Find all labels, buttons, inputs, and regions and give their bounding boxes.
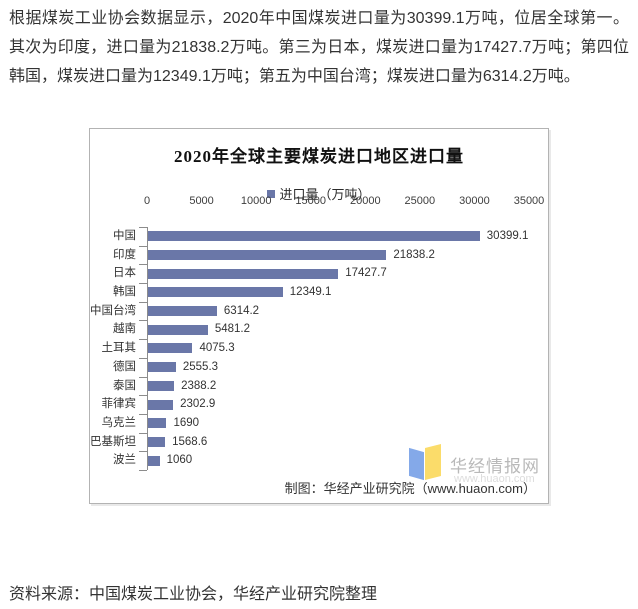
value-label: 2302.9 xyxy=(180,398,216,411)
value-label: 2555.3 xyxy=(182,360,219,373)
bar xyxy=(148,250,387,261)
category-label: 韩国 xyxy=(113,286,136,299)
category-axis-tick-mark xyxy=(139,320,147,322)
value-label: 1568.6 xyxy=(172,435,208,448)
category-label: 中国台湾 xyxy=(90,304,136,317)
bar xyxy=(148,418,167,429)
category-axis-tick-mark xyxy=(139,283,147,285)
chart-legend: 进口量（万吨） xyxy=(90,184,548,203)
legend-marker-icon xyxy=(267,189,276,198)
x-axis-tick-label: 35000 xyxy=(513,195,545,207)
x-axis-tick-label: 20000 xyxy=(349,195,381,207)
legend-label: 进口量（万吨） xyxy=(279,187,371,202)
category-label: 泰国 xyxy=(113,379,136,392)
x-axis-tick-label: 10000 xyxy=(240,195,272,207)
category-label: 印度 xyxy=(113,248,136,261)
category-label: 中国 xyxy=(113,230,136,242)
value-label: 12349.1 xyxy=(289,286,332,299)
category-axis-tick-mark xyxy=(139,301,147,303)
category-label: 波兰 xyxy=(113,454,136,467)
value-label: 21838.2 xyxy=(393,248,435,261)
bar xyxy=(148,436,166,447)
category-axis-tick-mark xyxy=(139,395,147,397)
source-note: 资料来源：中国煤炭工业协会，华经产业研究院整理 xyxy=(9,586,378,603)
bar xyxy=(148,306,217,317)
bar xyxy=(148,343,193,354)
plot-area: 0 5000 10000 15000 20000 25000 30000 35000 中国 303… xyxy=(90,129,548,503)
value-label: 1690 xyxy=(173,416,200,429)
category-axis-tick-mark xyxy=(139,432,147,434)
category-axis-tick-mark xyxy=(139,245,147,247)
chart-credit: 制图：华经产业研究院（www.huaon.com） xyxy=(284,481,536,496)
bar xyxy=(148,324,208,335)
category-axis-tick-mark xyxy=(139,376,147,378)
category-label: 日本 xyxy=(113,267,136,280)
x-axis-tick-label: 5000 xyxy=(189,195,214,207)
bar xyxy=(148,287,283,298)
value-label: 17427.7 xyxy=(345,267,387,280)
category-axis-tick-mark xyxy=(139,339,147,341)
value-label: 6314.2 xyxy=(223,304,260,317)
bar xyxy=(148,268,339,279)
bar xyxy=(148,380,175,391)
value-label: 30399.1 xyxy=(486,230,529,242)
x-axis-tick-label: 30000 xyxy=(459,195,490,207)
category-axis-tick-mark xyxy=(139,469,147,471)
category-label: 越南 xyxy=(113,323,136,336)
watermark-brand: 华经情报网 xyxy=(450,457,540,476)
category-label: 巴基斯坦 xyxy=(90,435,136,448)
category-axis-tick-mark xyxy=(139,413,147,415)
x-axis-tick-label: 15000 xyxy=(295,195,326,207)
category-label: 德国 xyxy=(113,360,136,373)
value-label: 5481.2 xyxy=(214,323,250,336)
category-label: 乌克兰 xyxy=(101,416,137,429)
category-axis-tick-mark xyxy=(139,451,147,453)
intro-paragraph: 根据煤炭工业协会数据显示，2020年中国煤炭进口量为30399.1万吨，位居全球… xyxy=(9,10,629,85)
bar xyxy=(148,399,174,410)
x-axis-tick-label: 0 xyxy=(143,195,151,207)
category-axis-tick-mark xyxy=(139,264,147,266)
category-label: 土耳其 xyxy=(101,342,137,355)
value-label: 2388.2 xyxy=(181,379,217,392)
bar xyxy=(148,231,480,242)
value-label: 4075.3 xyxy=(199,342,235,355)
category-axis-tick-mark xyxy=(139,357,147,359)
watermark-url: www.huaon.com xyxy=(454,473,535,485)
chart-title: 2020年全球主要煤炭进口地区进口量 xyxy=(174,147,464,166)
category-axis-line xyxy=(147,227,148,470)
bar xyxy=(148,362,176,373)
coal-import-chart: 2020年全球主要煤炭进口地区进口量 进口量（万吨） 0 5000 10000 150… xyxy=(89,128,549,504)
x-axis-tick-label: 25000 xyxy=(404,195,436,207)
value-label: 1060 xyxy=(166,454,193,467)
category-label: 菲律宾 xyxy=(101,398,137,411)
category-axis-tick-mark xyxy=(139,227,147,228)
bar xyxy=(148,455,160,466)
